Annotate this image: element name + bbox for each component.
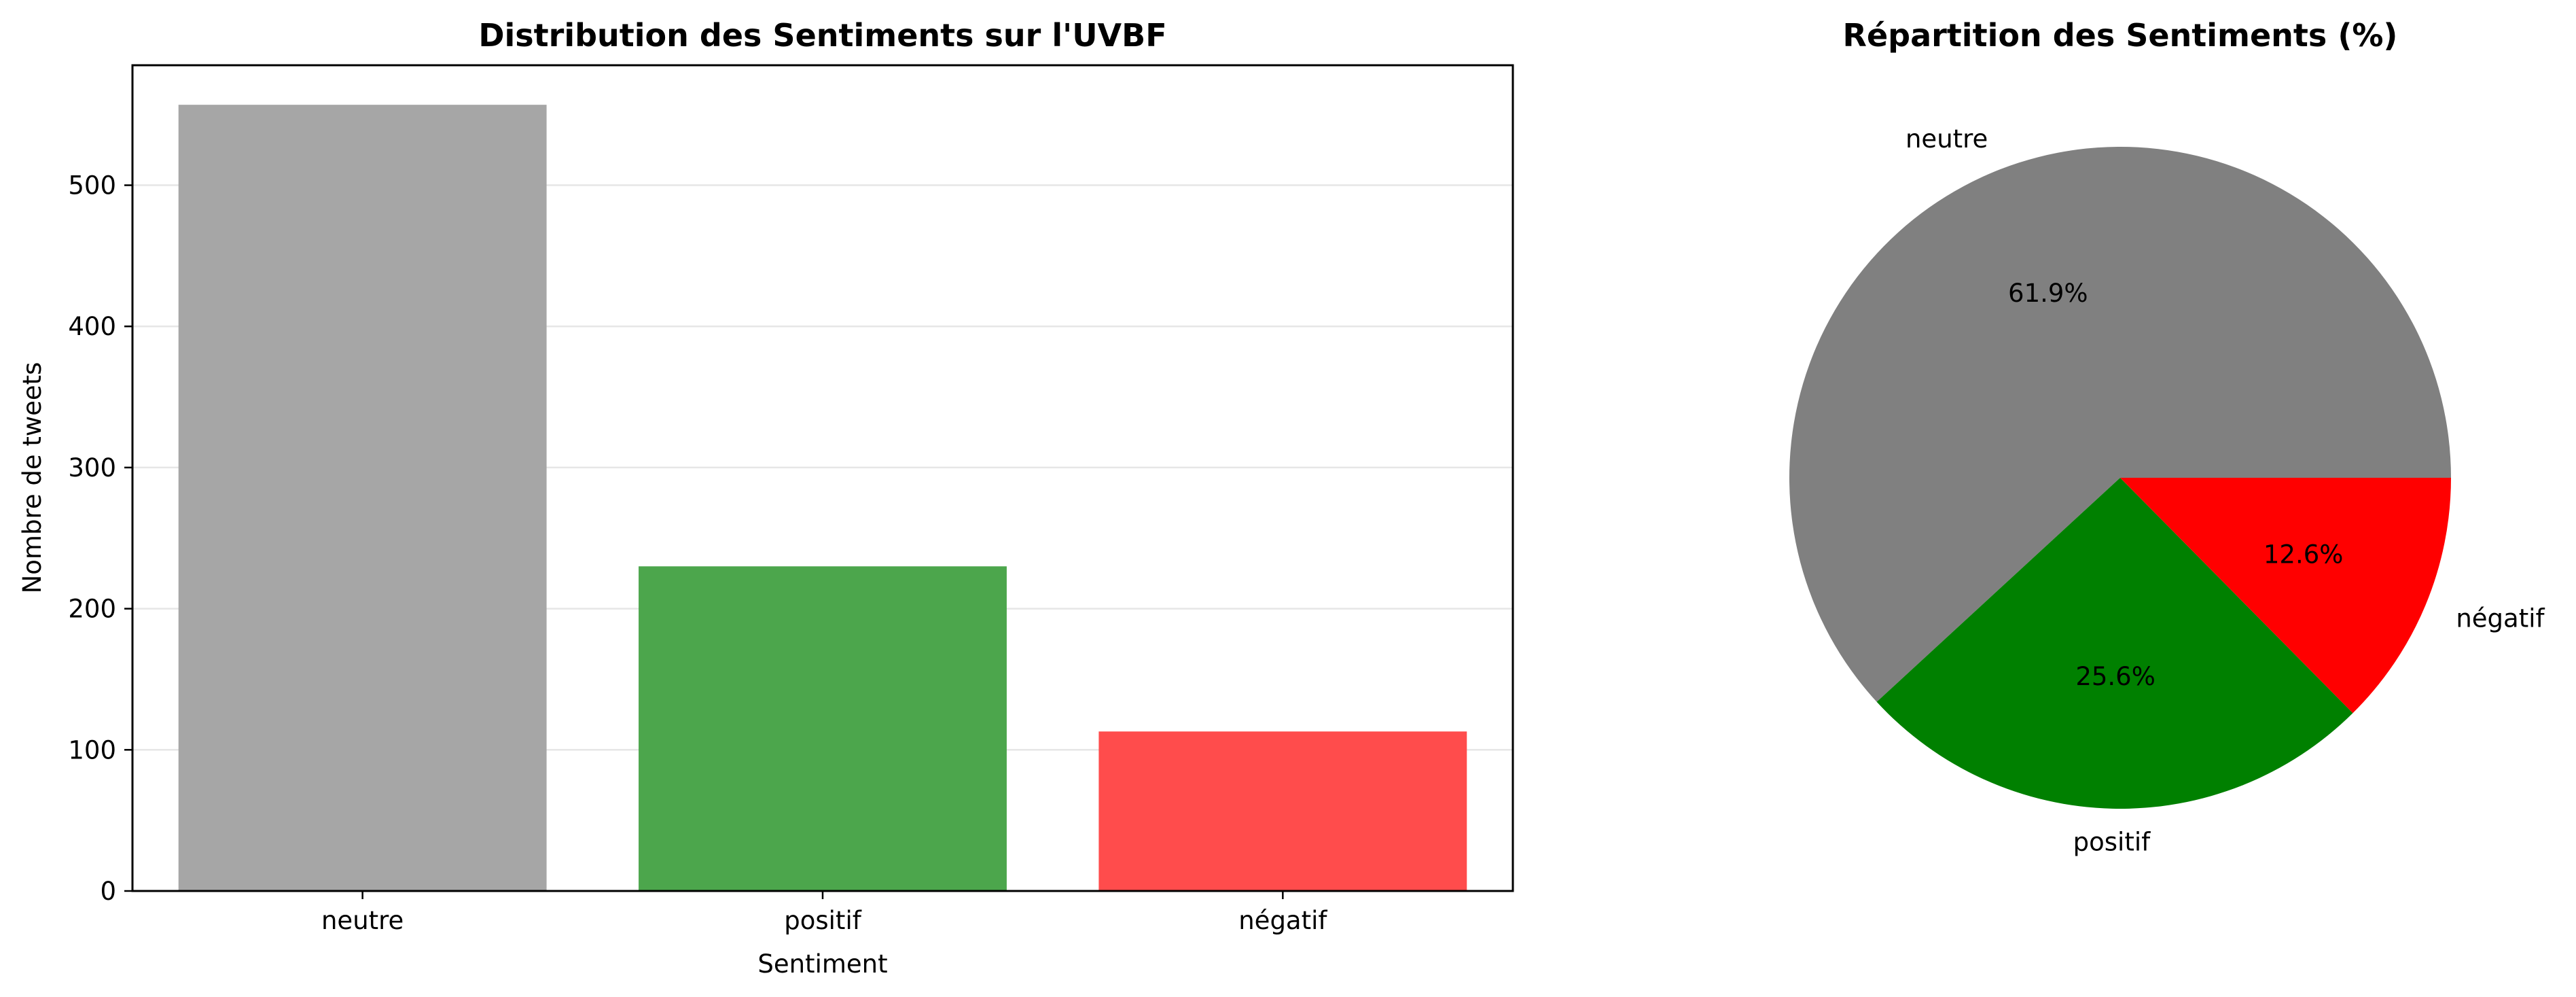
bar-negatif [1098, 731, 1467, 891]
bar-chart-y-ticks: 0 100 200 300 400 500 [68, 171, 132, 906]
pie-label-positif: positif [2073, 828, 2151, 857]
x-tick-label-negatif: négatif [1238, 906, 1327, 935]
pie-percent-neutre: 61.9% [2008, 279, 2088, 308]
bar-chart: Distribution des Sentiments sur l'UVBF 0… [18, 17, 1514, 979]
x-tick-label-positif: positif [784, 906, 861, 935]
pie-percent-negatif: 12.6% [2264, 540, 2344, 570]
pie-slice-positif [1876, 478, 2353, 809]
y-tick-label: 500 [68, 171, 116, 200]
pie-chart-labels: neutre 61.9% positif 25.6% négatif 12.6% [1906, 124, 2545, 857]
bar-chart-bars [178, 105, 1467, 892]
bar-chart-x-axis-label: Sentiment [757, 949, 887, 979]
bar-chart-x-ticks: neutre positif négatif [321, 891, 1327, 935]
x-tick-label-neutre: neutre [321, 906, 404, 935]
pie-chart-slices [1789, 147, 2451, 809]
pie-chart: Répartition des Sentiments (%) neutre 61.… [1789, 17, 2545, 857]
bar-chart-title: Distribution des Sentiments sur l'UVBF [478, 17, 1166, 54]
bar-positif [639, 566, 1007, 891]
y-tick-label: 100 [68, 735, 116, 765]
pie-percent-positif: 25.6% [2075, 662, 2155, 691]
pie-chart-title: Répartition des Sentiments (%) [1843, 17, 2398, 54]
y-tick-label: 400 [68, 312, 116, 341]
pie-label-negatif: négatif [2456, 604, 2545, 633]
bar-neutre [178, 105, 547, 892]
bar-chart-y-axis-label: Nombre de tweets [18, 362, 47, 594]
y-tick-label: 200 [68, 595, 116, 624]
pie-slice-negatif [2120, 478, 2451, 714]
y-tick-label: 300 [68, 453, 116, 483]
pie-slice-neutre [1789, 147, 2451, 702]
pie-label-neutre: neutre [1906, 124, 1988, 154]
y-tick-label: 0 [100, 877, 116, 906]
